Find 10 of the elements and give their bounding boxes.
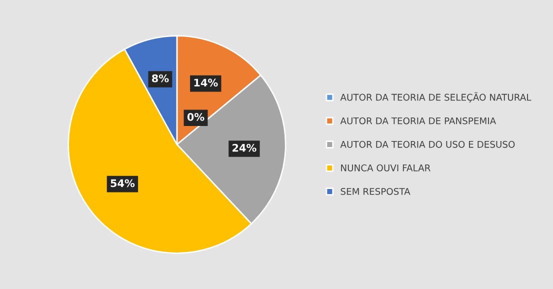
data-label: 24%: [232, 144, 256, 152]
legend-label: SEM RESPOSTA: [340, 188, 410, 195]
legend-label: AUTOR DA TEORIA DO USO E DESUSO: [340, 140, 515, 148]
legend-label: AUTOR DA TEORIA DE PANSPEMIA: [340, 117, 496, 124]
data-label: 8%: [152, 74, 169, 82]
data-label: 14%: [194, 78, 218, 87]
data-label: 54%: [110, 179, 135, 188]
legend-label: NUNCA OUVI FALAR: [341, 164, 430, 172]
legend-label: AUTOR DA TEORIA DE SELEÇÃO NATURAL: [340, 92, 532, 102]
text: 0%: [187, 113, 204, 121]
